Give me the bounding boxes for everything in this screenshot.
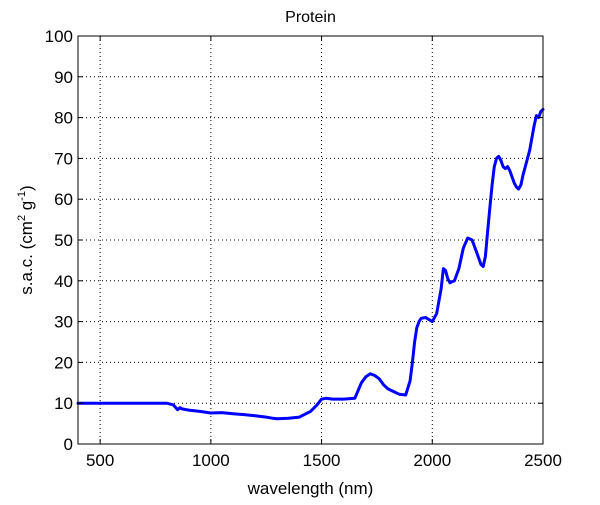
x-tick-label: 2500 xyxy=(524,451,562,470)
y-tick-label: 10 xyxy=(54,394,73,413)
y-axis-label: s.a.c. (cm2 g-1) xyxy=(16,185,36,294)
x-tick-label: 1000 xyxy=(192,451,230,470)
x-tick-label: 500 xyxy=(86,451,114,470)
y-tick-label: 0 xyxy=(64,435,73,454)
y-tick-label: 30 xyxy=(54,313,73,332)
y-tick-label: 50 xyxy=(54,231,73,250)
y-axis-label-mid: g xyxy=(17,201,36,215)
x-axis-label: wavelength (nm) xyxy=(247,479,374,498)
y-tick-label: 60 xyxy=(54,190,73,209)
x-tick-label: 2000 xyxy=(413,451,451,470)
series-line xyxy=(76,107,545,421)
y-tick-label: 90 xyxy=(54,68,73,87)
chart-title: Protein xyxy=(285,9,336,26)
y-axis-label-suffix: ) xyxy=(17,185,36,191)
y-axis-label-sup2: -1 xyxy=(16,191,28,201)
y-tick-label: 80 xyxy=(54,109,73,128)
y-tick-label: 40 xyxy=(54,272,73,291)
x-tick-label: 1500 xyxy=(303,451,341,470)
y-axis-label-prefix: s.a.c. (cm xyxy=(17,221,36,295)
y-axis-label-sup1: 2 xyxy=(16,215,28,221)
y-tick-label: 100 xyxy=(45,27,73,46)
y-tick-label: 20 xyxy=(54,353,73,372)
grid xyxy=(78,36,543,444)
y-tick-label: 70 xyxy=(54,149,73,168)
